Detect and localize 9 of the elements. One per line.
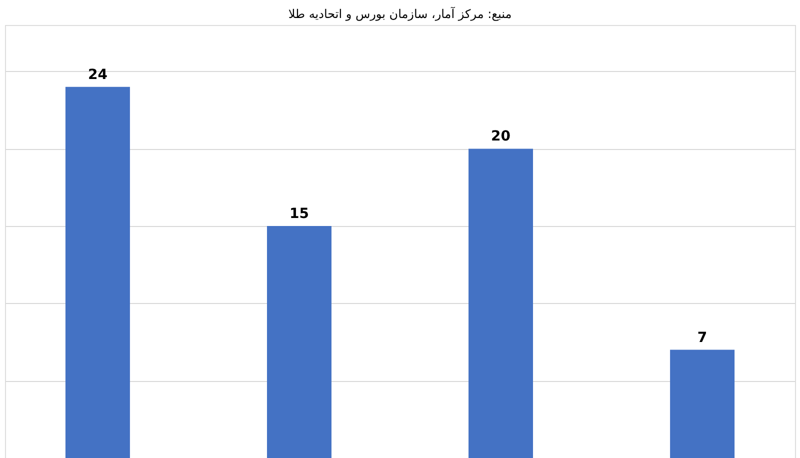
data-label: 24 [88,66,108,83]
data-label: 7 [697,330,708,346]
bar [266,226,332,458]
data-label: 15 [289,206,309,222]
bar [670,350,735,458]
bar [65,86,130,458]
bar [468,148,534,458]
data-label: 20 [491,128,511,145]
text: منبع: مرکز آمار، سازمان بورس و اتحادیه طلا [288,6,512,21]
